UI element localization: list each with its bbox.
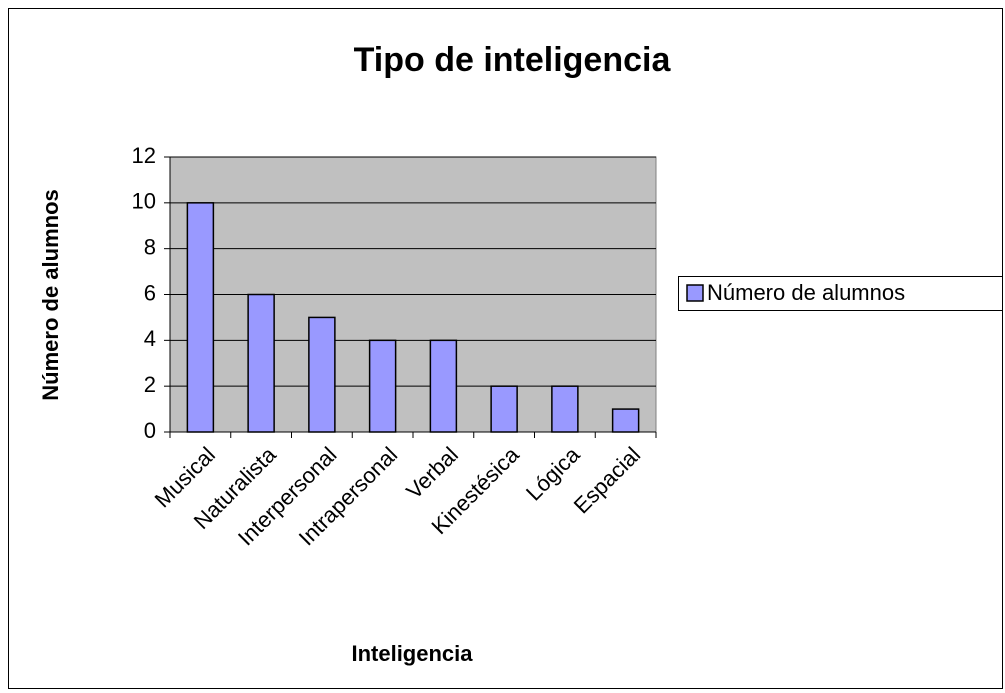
legend-box [678,276,1003,311]
x-axis-label: Inteligencia [351,641,473,666]
y-tick-label: 6 [144,280,156,305]
bar [368,339,397,433]
y-axis-label: Número de alumnos [38,189,63,400]
legend-label: Número de alumnos [707,280,905,305]
bar [611,408,640,433]
chart-title: Tipo de inteligencia [354,41,672,79]
bar [247,293,275,433]
y-tick-label: 8 [144,234,156,259]
y-tick-label: 0 [144,418,156,443]
bar [429,339,458,433]
y-tick-label: 12 [132,143,156,168]
y-tick-label: 2 [144,372,156,397]
bar [186,202,215,433]
y-tick-label: 10 [132,189,156,214]
bar [490,385,518,433]
y-tick-label: 4 [144,326,156,351]
bar [308,316,336,433]
legend-swatch [686,284,704,302]
bar [551,385,579,433]
